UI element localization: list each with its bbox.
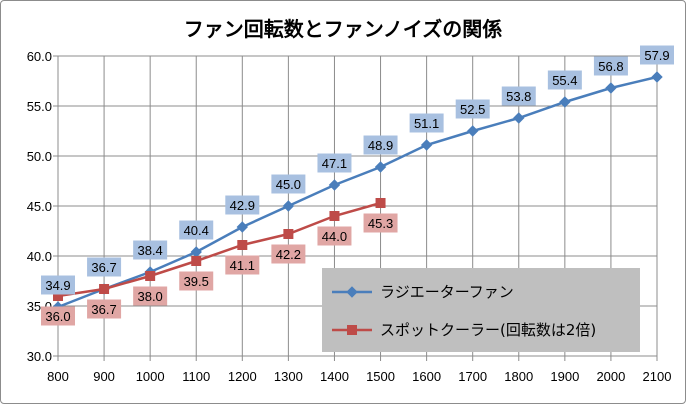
data-label-1: 47.1 [322,156,347,171]
legend-label-2: スポットクーラー(回転数は2倍) [380,321,596,339]
data-label-1: 55.4 [552,73,577,88]
data-label-box-2 [271,244,306,264]
data-label-2: 38.0 [137,289,162,304]
y-tick-label: 45.0 [27,199,52,214]
data-point-1 [374,161,387,173]
data-label-1: 52.5 [460,102,485,117]
data-point-2 [375,198,386,208]
x-tick-label: 1000 [136,369,165,384]
data-point-1 [282,200,295,212]
series-line-1 [57,75,658,309]
data-label-2: 39.5 [184,274,209,289]
data-labels: 34.9 36.7 38.4 40.4 42.9 45.0 47.1 48.9 51.1 52.5… [41,45,674,326]
data-label-1: 48.9 [368,138,393,153]
data-label-1: 56.8 [598,59,623,74]
y-tick-label: 30.0 [27,349,52,364]
legend-marker-1 [346,286,358,298]
data-point-1 [466,125,479,137]
data-label-box-1 [41,275,75,295]
data-label-2: 36.0 [45,309,70,324]
x-tick-label: 1300 [274,369,303,384]
data-label-box-1 [87,257,122,277]
x-tick-label: 2000 [596,369,625,384]
data-point-1 [559,96,571,108]
chart-title: ファン回転数とファンノイズの関係 [184,17,502,41]
data-label-1: 38.4 [137,243,162,258]
data-label-box-1 [179,220,214,240]
data-label-1: 36.7 [91,260,116,275]
legend-box [322,268,640,352]
data-label-box-1 [271,174,306,194]
data-label-1: 45.0 [276,177,301,192]
data-point-1 [328,179,341,191]
x-tick-label: 900 [93,369,115,384]
data-label-1: 51.1 [414,116,439,131]
data-label-2: 36.7 [91,302,116,317]
data-label-2: 42.2 [276,247,301,262]
data-label-box-2 [133,286,168,306]
x-tick-label: 1900 [550,369,579,384]
legend-marker-2 [347,325,357,335]
data-point-1 [420,139,433,151]
data-point-1 [605,82,617,94]
data-label-box-1 [363,135,398,155]
series-line-2 [57,201,381,298]
x-tick-label: 1200 [228,369,257,384]
y-tick-label: 60.0 [27,49,52,64]
x-tick-label: 800 [47,369,69,384]
data-label-box-1 [501,86,536,106]
x-tick-label: 1400 [320,369,349,384]
data-point-2 [191,256,202,266]
y-tick-label: 50.0 [27,149,52,164]
x-tick-label: 1800 [504,369,533,384]
data-label-box-2 [179,271,214,291]
data-point-2 [329,211,340,221]
data-label-box-1 [317,153,352,173]
data-label-1: 42.9 [230,198,255,213]
x-tick-label: 1600 [412,369,441,384]
y-tick-label: 55.0 [27,99,52,114]
data-label-box-1 [593,56,628,76]
legend-label-1: ラジエーターファン [380,283,514,301]
grid [57,55,658,357]
x-tick-label: 1700 [458,369,487,384]
data-label-1: 34.9 [45,278,70,293]
data-point-2 [237,240,248,250]
data-point-1 [513,112,525,124]
data-point-1 [236,221,249,233]
data-point-2 [99,284,110,294]
data-point-2 [283,229,294,239]
x-tick-label: 1500 [366,369,395,384]
data-label-1: 57.9 [644,48,669,63]
data-label-box-2 [87,299,122,319]
data-label-box-1 [640,45,674,65]
data-label-box-2 [317,226,352,246]
data-label-2: 44.0 [322,229,347,244]
data-label-box-2 [225,255,260,275]
data-label-box-1 [409,113,444,133]
data-label-1: 40.4 [184,223,209,238]
data-label-box-1 [455,99,490,119]
data-point-2 [145,271,156,281]
data-point-1 [651,71,663,83]
data-label-1: 53.8 [506,89,531,104]
data-label-box-2 [363,213,398,233]
data-label-box-1 [133,240,168,260]
x-tick-label: 1100 [182,369,210,384]
data-label-2: 45.3 [368,216,393,231]
data-label-box-2 [41,306,75,326]
x-tick-label: 2100 [643,369,672,384]
data-label-2: 41.1 [230,258,255,273]
data-label-box-1 [547,70,582,90]
data-label-box-1 [225,195,260,215]
y-tick-label: 40.0 [27,249,52,264]
